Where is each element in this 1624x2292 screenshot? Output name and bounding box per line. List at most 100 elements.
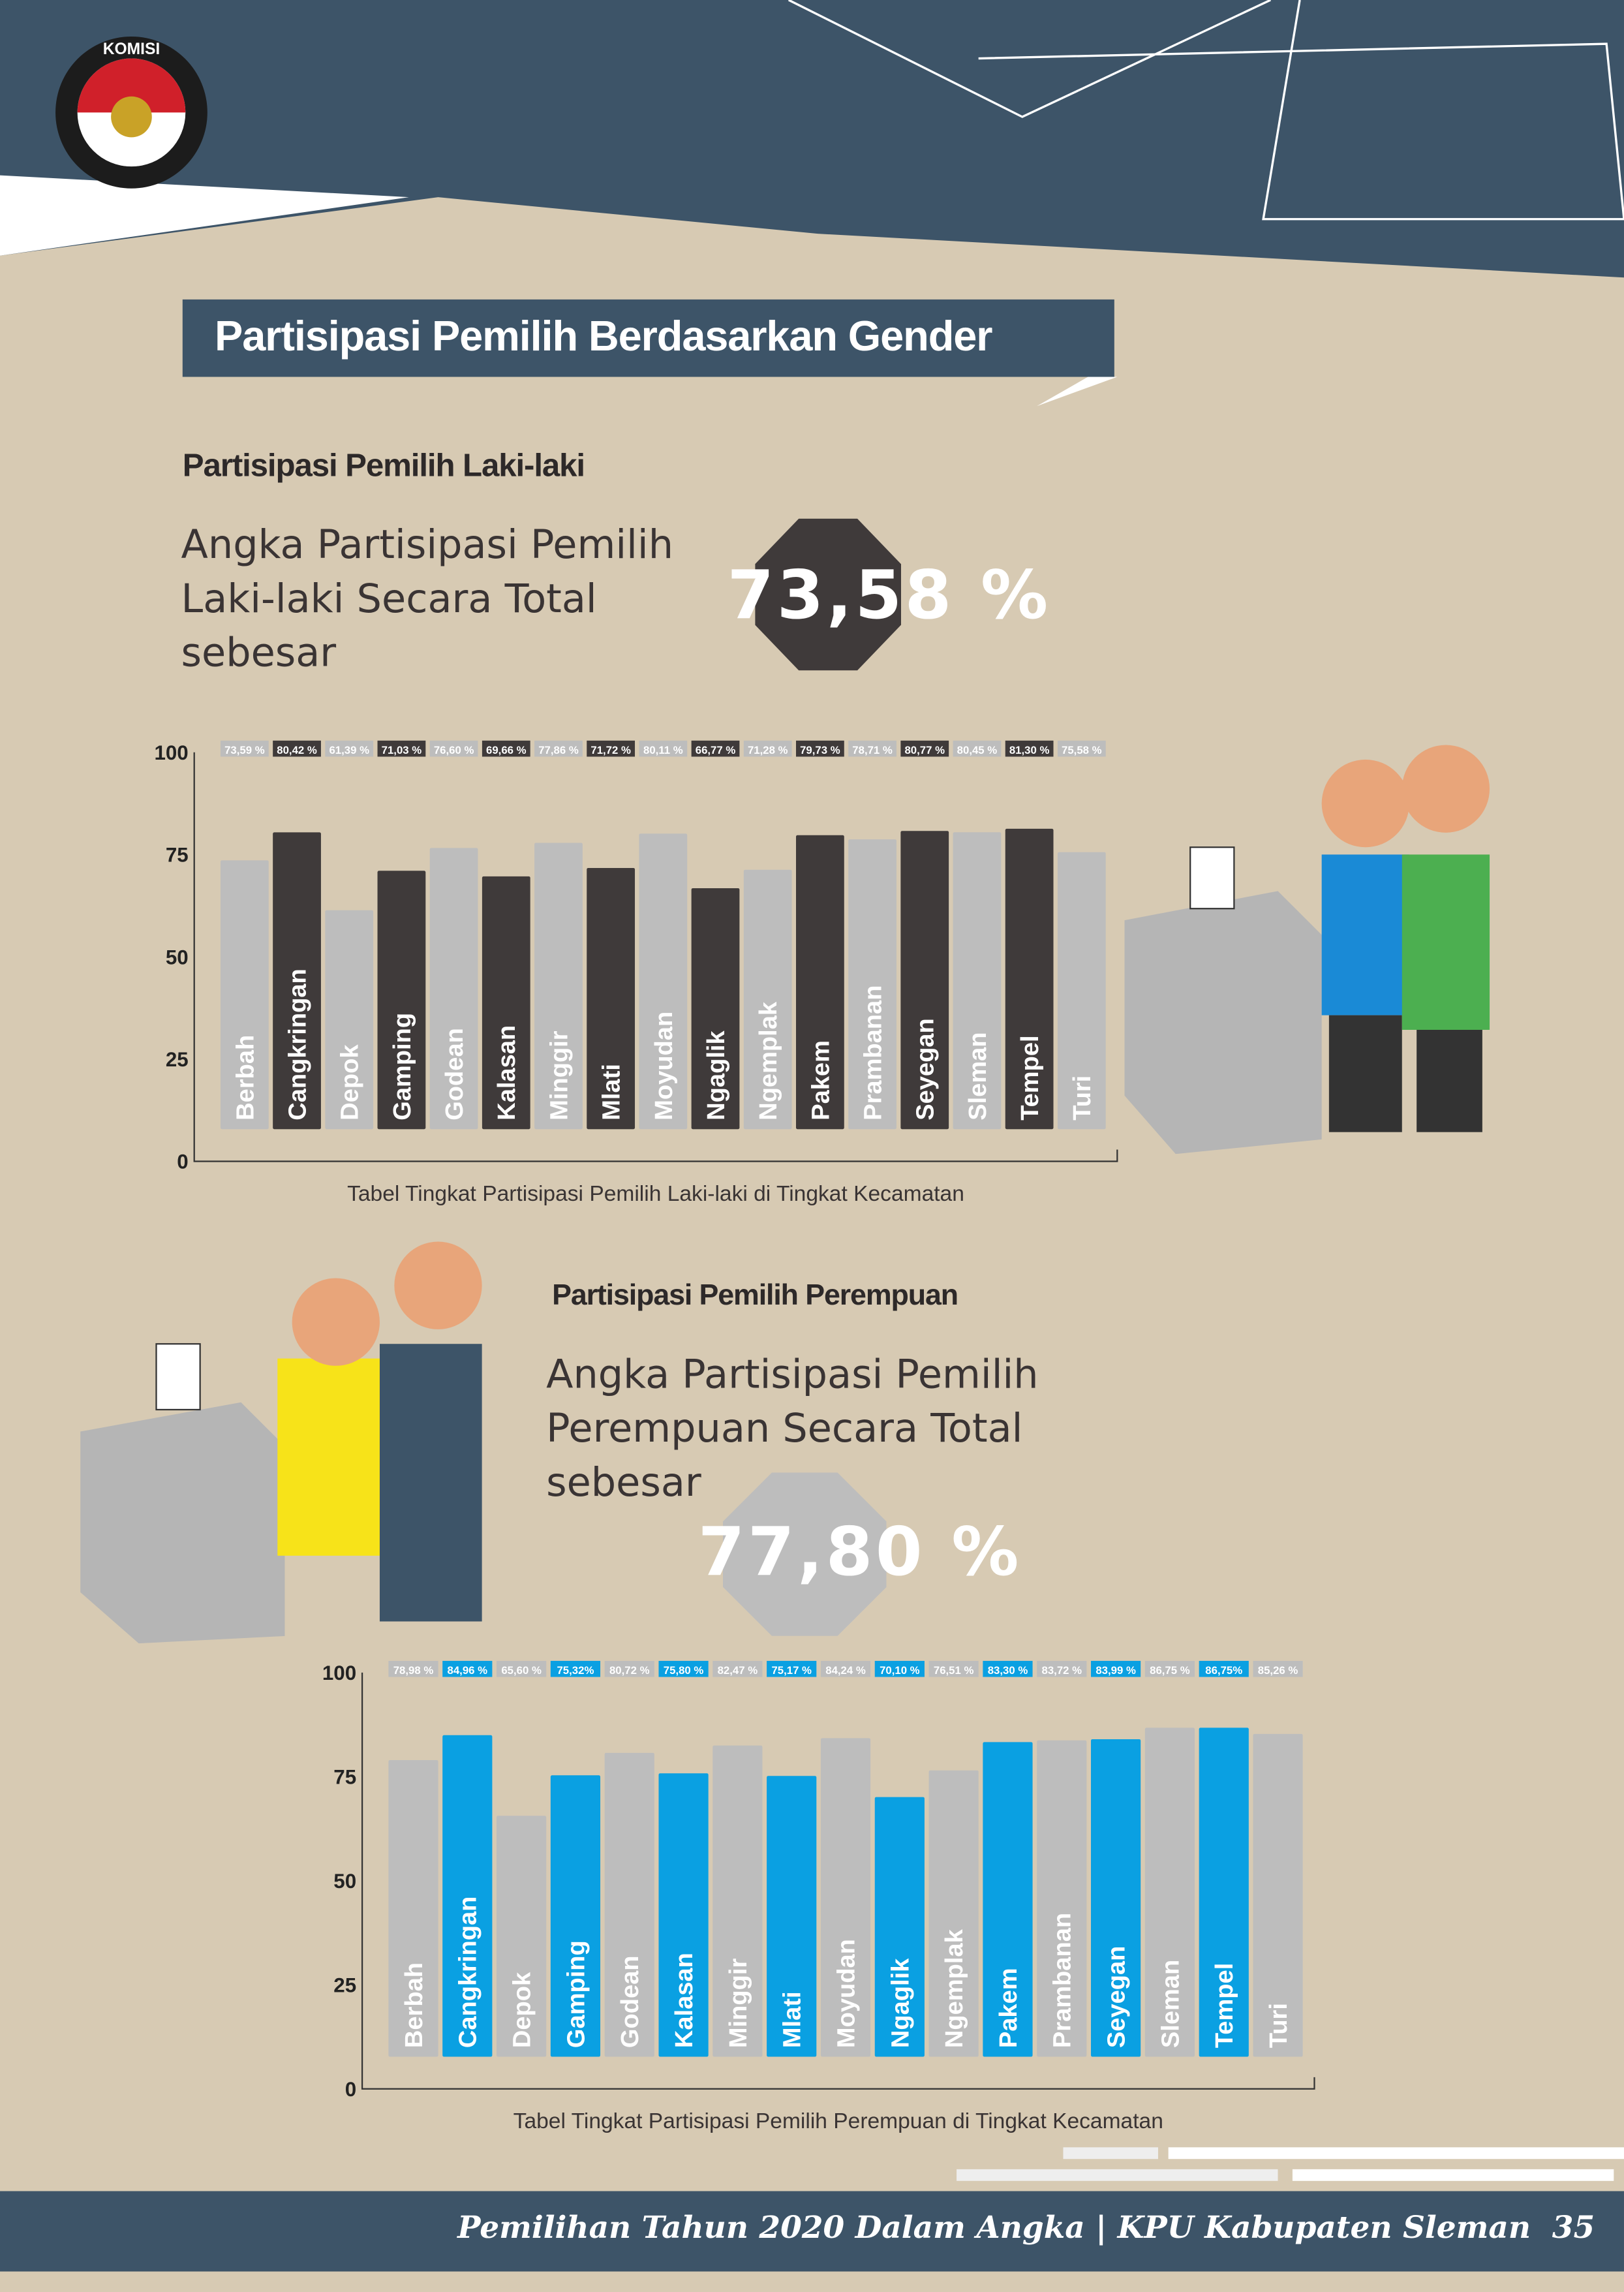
category-label: Pakem — [995, 1968, 1022, 2048]
footer-title: Pemilihan Tahun 2020 Dalam Angka | KPU K… — [457, 2208, 1531, 2246]
category-label: Gamping — [389, 1013, 416, 1121]
y-tick-label: 100 — [322, 1662, 356, 1684]
bar — [482, 876, 530, 1130]
category-label: Minggir — [725, 1959, 752, 2049]
value-label: 84,96 % — [448, 1664, 488, 1677]
category-label: Kalasan — [671, 1953, 698, 2048]
value-label-box — [482, 740, 530, 757]
female-heading: Partisipasi Pemilih Perempuan — [552, 1279, 958, 1312]
value-label: 65,60 % — [501, 1664, 542, 1677]
bar — [497, 1816, 547, 2057]
category-label: Turi — [1069, 1076, 1096, 1121]
category-label: Moyudan — [833, 1939, 860, 2048]
bar — [377, 871, 426, 1130]
y-tick-label: 25 — [166, 1048, 189, 1071]
category-label: Godean — [441, 1028, 468, 1121]
bar — [900, 831, 949, 1130]
female-total-badge — [722, 1472, 887, 1636]
category-label: Kalasan — [493, 1025, 521, 1121]
value-label-box — [691, 740, 740, 757]
value-label-box — [550, 1660, 601, 1677]
bar — [983, 1742, 1033, 2057]
value-label: 86,75 % — [1150, 1664, 1190, 1677]
axis — [361, 1672, 1315, 2090]
female-statement-line: Perempuan Secara Total — [546, 1406, 1023, 1452]
value-label-box — [273, 740, 321, 757]
category-label: Gamping — [562, 1940, 590, 2048]
bar — [691, 888, 740, 1130]
value-label-box — [1057, 740, 1106, 757]
value-label-box — [1037, 1660, 1087, 1677]
category-label: Pakem — [807, 1040, 835, 1121]
y-tick-label: 50 — [333, 1870, 356, 1893]
value-label-box — [658, 1660, 709, 1677]
category-label: Depok — [509, 1972, 536, 2048]
value-label: 85,26 % — [1258, 1664, 1298, 1677]
value-label: 70,10 % — [880, 1664, 920, 1677]
banner-tail — [1037, 377, 1118, 407]
divider — [1063, 2147, 1158, 2160]
male-voters-illustration — [1124, 745, 1490, 1154]
value-label: 84,24 % — [825, 1664, 866, 1677]
male-total-badge — [755, 518, 902, 671]
y-tick-label: 50 — [166, 946, 189, 968]
category-label: Ngaglik — [887, 1958, 914, 2048]
bar — [1199, 1727, 1249, 2057]
value-label: 75,17 % — [771, 1664, 812, 1677]
value-label-box — [953, 740, 1002, 757]
bar — [928, 1770, 979, 2057]
bar — [388, 1759, 438, 2057]
value-label-box — [587, 740, 636, 757]
bar — [442, 1735, 493, 2057]
value-label: 83,99 % — [1095, 1664, 1136, 1677]
logo-text-top: KOMISI — [103, 40, 161, 58]
male-participation-chart: 0 25 50 75 100 73,59 % Berbah 80,42 % Cangkringa… — [154, 740, 1118, 1206]
chart-caption: Tabel Tingkat Partisipasi Pemilih Laki-l… — [347, 1182, 964, 1206]
female-statement-line: Angka Partisipasi Pemilih — [546, 1352, 1039, 1399]
category-label: Ngemplak — [941, 1928, 968, 2048]
bar — [1144, 1727, 1195, 2057]
category-label: Berbah — [401, 1962, 428, 2048]
value-label-box — [534, 740, 583, 757]
bar — [1005, 828, 1054, 1130]
category-label: Mlati — [598, 1064, 626, 1121]
female-statement-line: sebesar — [546, 1461, 701, 1506]
bar — [325, 910, 374, 1130]
page-number: 35 — [1552, 2208, 1595, 2246]
bar — [820, 1738, 871, 2057]
bar — [639, 833, 688, 1130]
value-label: 76,60 % — [434, 744, 474, 756]
value-label-box — [1199, 1660, 1249, 1677]
value-label: 73,59 % — [224, 744, 265, 756]
y-tick-label: 100 — [154, 741, 188, 764]
value-label: 80,11 % — [643, 744, 683, 756]
bar — [1091, 1739, 1141, 2057]
value-label: 79,73 % — [800, 744, 840, 756]
male-statement-line: Laki-laki Secara Total — [181, 577, 597, 623]
category-label: Tempel — [1017, 1035, 1044, 1120]
bar — [429, 848, 478, 1130]
bar — [658, 1773, 709, 2057]
category-label: Ngemplak — [755, 1001, 782, 1121]
value-label-box — [928, 1660, 979, 1677]
value-label: 86,75% — [1205, 1664, 1242, 1677]
value-label-box — [874, 1660, 925, 1677]
value-label: 83,72 % — [1042, 1664, 1082, 1677]
value-label: 78,98 % — [393, 1664, 434, 1677]
value-label: 81,30 % — [1009, 744, 1050, 756]
y-tick-label: 0 — [177, 1151, 188, 1173]
bar — [1037, 1740, 1087, 2057]
category-label: Ngaglik — [703, 1030, 730, 1121]
male-statement-line: sebesar — [181, 630, 337, 677]
category-label: Prambanan — [1049, 1913, 1077, 2048]
value-label-box — [442, 1660, 493, 1677]
value-label-box — [639, 740, 688, 757]
value-label: 71,72 % — [590, 744, 631, 756]
value-label: 80,45 % — [957, 744, 998, 756]
divider — [1292, 2169, 1614, 2181]
value-label-box — [1253, 1660, 1303, 1677]
category-label: Sleman — [1157, 1960, 1184, 2048]
category-label: Sleman — [964, 1032, 992, 1120]
bar — [1253, 1733, 1303, 2057]
